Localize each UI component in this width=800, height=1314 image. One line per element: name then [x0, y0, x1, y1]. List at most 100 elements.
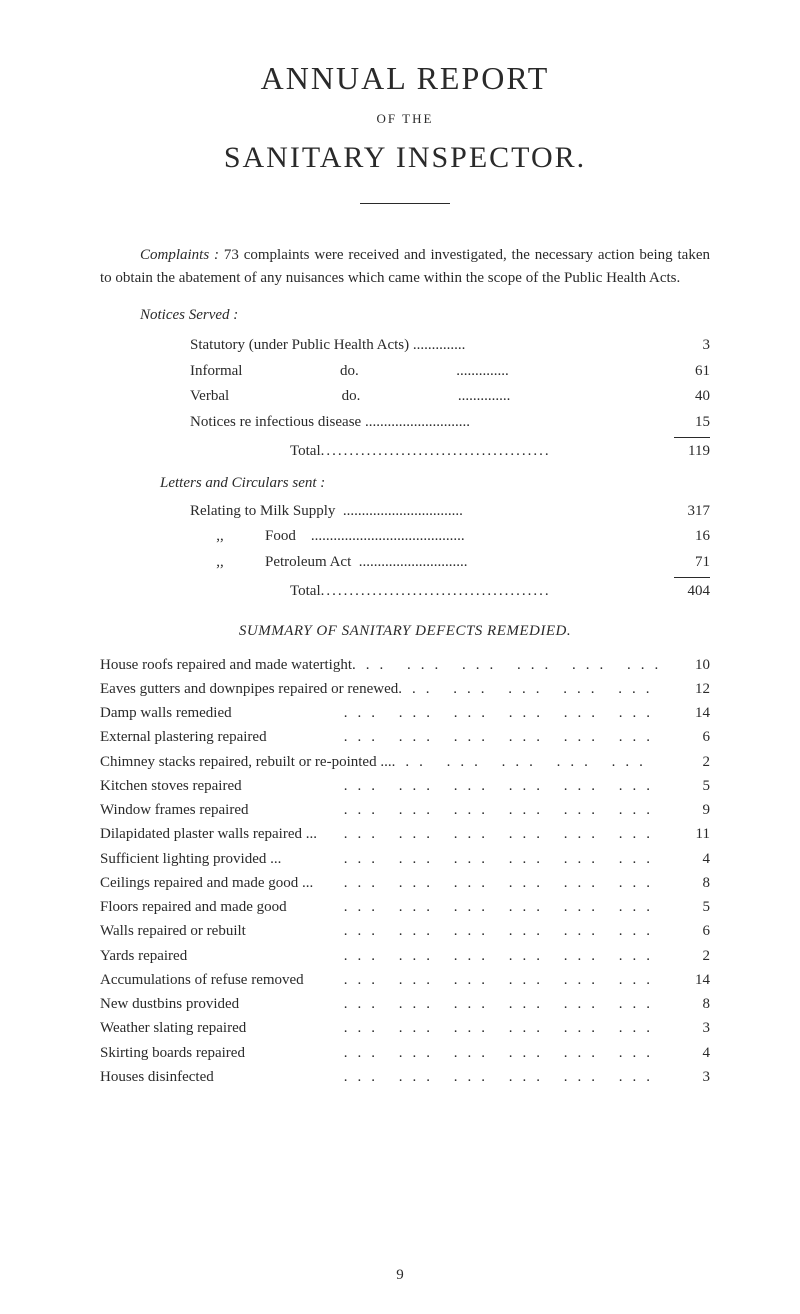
summary-row: Damp walls remedied... ... ... ... ... .…	[100, 702, 710, 725]
summary-row: Accumulations of refuse removed... ... .…	[100, 969, 710, 992]
intro-paragraph: Complaints : 73 complaints were received…	[100, 244, 710, 289]
summary-dots: ... ... ... ... ... ...	[249, 799, 661, 822]
summary-row: Weather slating repaired... ... ... ... …	[100, 1017, 710, 1040]
summary-value: 14	[660, 969, 710, 992]
summary-label: Walls repaired or rebuilt	[100, 920, 246, 943]
notice-label: Notices re infectious disease ..........…	[190, 411, 660, 434]
notice-row: Verbal do. ..............40	[190, 385, 710, 408]
summary-row: Dilapidated plaster walls repaired .....…	[100, 823, 710, 846]
complaints-label: Complaints :	[140, 247, 219, 263]
summary-value: 2	[660, 751, 710, 774]
summary-dots: ... ... ... ... ... ...	[392, 751, 660, 774]
summary-label: Dilapidated plaster walls repaired ...	[100, 823, 317, 846]
total-rule	[674, 437, 710, 438]
total-value: 404	[660, 580, 710, 603]
summary-row: Floors repaired and made good... ... ...…	[100, 896, 710, 919]
notice-row: Informal do. ..............61	[190, 360, 710, 383]
summary-dots: ... ... ... ... ... ...	[245, 1042, 660, 1065]
summary-heading: SUMMARY OF SANITARY DEFECTS REMEDIED.	[100, 623, 710, 640]
summary-value: 5	[660, 775, 710, 798]
summary-label: House roofs repaired and made watertight	[100, 654, 352, 677]
summary-row: External plastering repaired... ... ... …	[100, 726, 710, 749]
summary-label: Floors repaired and made good	[100, 896, 287, 919]
letter-row: ,, Petroleum Act .......................…	[190, 551, 710, 574]
summary-dots: ... ... ... ... ... ...	[246, 1017, 660, 1040]
summary-row: Kitchen stoves repaired... ... ... ... .…	[100, 775, 710, 798]
summary-dots: ... ... ... ... ... ...	[267, 726, 660, 749]
summary-row: Ceilings repaired and made good ...... .…	[100, 872, 710, 895]
notices-heading: Notices Served :	[140, 307, 710, 324]
summary-label: Houses disinfected	[100, 1066, 214, 1089]
title-sub: SANITARY INSPECTOR.	[100, 141, 710, 175]
letters-list: Relating to Milk Supply ................…	[100, 500, 710, 574]
summary-value: 2	[660, 945, 710, 968]
summary-label: Eaves gutters and downpipes repaired or …	[100, 678, 398, 701]
summary-dots: ... ... ... ... ... ...	[239, 993, 660, 1016]
summary-value: 5	[660, 896, 710, 919]
notice-value: 3	[660, 334, 710, 357]
summary-value: 4	[660, 848, 710, 871]
summary-label: Weather slating repaired	[100, 1017, 246, 1040]
letters-total-row: Total ..................................…	[290, 580, 710, 603]
summary-value: 10	[660, 654, 710, 677]
summary-value: 3	[660, 1017, 710, 1040]
total-dots: ........................................	[321, 580, 660, 603]
summary-row: Window frames repaired... ... ... ... ..…	[100, 799, 710, 822]
summary-dots: ... ... ... ... ... ...	[352, 654, 660, 677]
notice-value: 40	[660, 385, 710, 408]
letter-value: 71	[660, 551, 710, 574]
notice-row: Statutory (under Public Health Acts) ...…	[190, 334, 710, 357]
summary-row: Houses disinfected... ... ... ... ... ..…	[100, 1066, 710, 1089]
summary-dots: ... ... ... ... ... ...	[287, 896, 660, 919]
summary-dots: ... ... ... ... ... ...	[246, 920, 660, 943]
letter-value: 317	[660, 500, 710, 523]
summary-label: Window frames repaired	[100, 799, 249, 822]
summary-label: External plastering repaired	[100, 726, 267, 749]
summary-row: Eaves gutters and downpipes repaired or …	[100, 678, 710, 701]
summary-value: 9	[660, 799, 710, 822]
summary-dots: ... ... ... ... ... ...	[214, 1066, 660, 1089]
summary-label: Sufficient lighting provided ...	[100, 848, 281, 871]
summary-label: New dustbins provided	[100, 993, 239, 1016]
total-label: Total	[290, 580, 321, 603]
total-label: Total	[290, 440, 321, 463]
notices-list: Statutory (under Public Health Acts) ...…	[100, 334, 710, 433]
summary-row: Skirting boards repaired... ... ... ... …	[100, 1042, 710, 1065]
summary-dots: ... ... ... ... ... ...	[304, 969, 660, 992]
title-of-the: OF THE	[100, 111, 710, 127]
notice-value: 61	[660, 360, 710, 383]
summary-row: Chimney stacks repaired, rebuilt or re-p…	[100, 751, 710, 774]
summary-value: 11	[660, 823, 710, 846]
letter-value: 16	[660, 525, 710, 548]
summary-row: Walls repaired or rebuilt... ... ... ...…	[100, 920, 710, 943]
summary-row: House roofs repaired and made watertight…	[100, 654, 710, 677]
letter-row: Relating to Milk Supply ................…	[190, 500, 710, 523]
summary-value: 8	[660, 993, 710, 1016]
summary-label: Damp walls remedied	[100, 702, 232, 725]
divider-line	[360, 203, 450, 204]
notice-row: Notices re infectious disease ..........…	[190, 411, 710, 434]
letters-heading: Letters and Circulars sent :	[160, 475, 710, 492]
summary-label: Chimney stacks repaired, rebuilt or re-p…	[100, 751, 392, 774]
summary-dots: ... ... ... ... ... ...	[281, 848, 660, 871]
letter-label: Relating to Milk Supply ................…	[190, 500, 660, 523]
notice-label: Statutory (under Public Health Acts) ...…	[190, 334, 660, 357]
summary-value: 4	[660, 1042, 710, 1065]
total-rule	[674, 577, 710, 578]
summary-row: New dustbins provided... ... ... ... ...…	[100, 993, 710, 1016]
notice-label: Informal do. ..............	[190, 360, 660, 383]
summary-label: Skirting boards repaired	[100, 1042, 245, 1065]
summary-dots: ... ... ... ... ... ...	[313, 872, 660, 895]
summary-list: House roofs repaired and made watertight…	[100, 654, 710, 1090]
summary-dots: ... ... ... ... ... ...	[317, 823, 660, 846]
letter-row: ,, Food ................................…	[190, 525, 710, 548]
summary-row: Yards repaired... ... ... ... ... ...2	[100, 945, 710, 968]
summary-value: 3	[660, 1066, 710, 1089]
summary-value: 8	[660, 872, 710, 895]
summary-dots: ... ... ... ... ... ...	[398, 678, 660, 701]
summary-label: Ceilings repaired and made good ...	[100, 872, 313, 895]
summary-dots: ... ... ... ... ... ...	[242, 775, 660, 798]
summary-label: Yards repaired	[100, 945, 187, 968]
notices-total-row: Total ..................................…	[290, 440, 710, 463]
page-number: 9	[0, 1267, 800, 1284]
